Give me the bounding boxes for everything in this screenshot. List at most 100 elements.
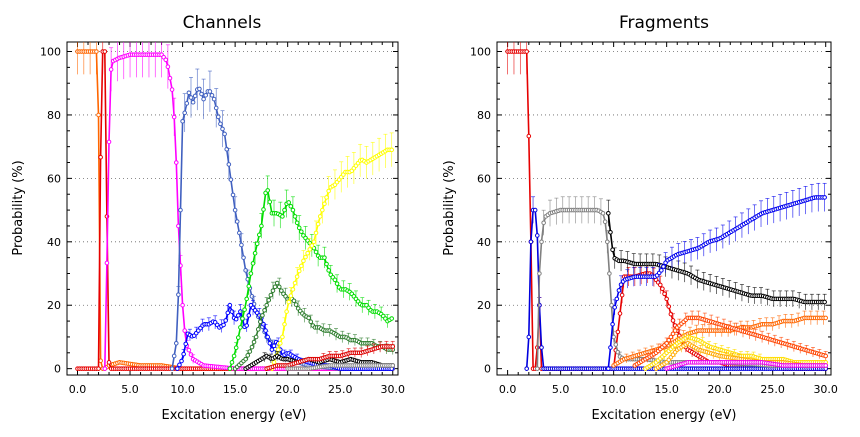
data-point-green: [282, 207, 287, 213]
data-point-gray: [539, 239, 544, 245]
data-point-black: [610, 247, 615, 253]
data-point-yellow: [284, 309, 289, 314]
data-point-blue-steel: [237, 230, 242, 236]
data-point-blue-steel: [213, 105, 219, 111]
data-point-blue: [221, 322, 226, 328]
data-point-blue-steel: [239, 242, 244, 248]
x-tick-label: 15.0: [223, 383, 248, 396]
data-point-green: [244, 296, 249, 302]
data-point-blue: [223, 318, 228, 323]
data-point-blue: [618, 282, 624, 287]
data-point-dark-green: [247, 349, 253, 354]
data-point-red-early: [96, 366, 101, 371]
data-point-green: [261, 207, 266, 212]
data-point-dark-green: [266, 297, 272, 303]
series-line-yellow: [271, 149, 392, 369]
data-point-gray: [541, 220, 546, 226]
data-point-blue: [614, 296, 620, 302]
data-point-red: [615, 329, 621, 335]
data-point-yellow: [303, 254, 308, 260]
data-point-blue: [265, 334, 271, 340]
data-point-green: [246, 283, 252, 289]
data-point-yellow: [307, 247, 313, 252]
data-point-green: [294, 220, 300, 226]
data-point-yellow: [294, 274, 300, 279]
data-point-blue-steel: [186, 90, 192, 96]
data-point-blue-steel: [232, 207, 238, 213]
data-point-yellow: [290, 287, 296, 292]
data-point-magenta: [104, 260, 110, 266]
data-point-yellow: [296, 268, 302, 274]
data-point-blue: [183, 341, 189, 347]
data-point-gray: [613, 342, 619, 347]
data-point-yellow: [324, 195, 329, 200]
data-point-blue: [227, 302, 233, 308]
data-point-orange-dark: [666, 337, 672, 343]
data-point-gray: [600, 210, 606, 216]
data-point-red: [664, 296, 669, 302]
x-tick-label: 5.0: [121, 383, 139, 396]
data-point-blue-steel: [188, 95, 194, 100]
data-point-blue-steel: [176, 292, 181, 297]
data-point-green: [265, 188, 271, 193]
data-point-magenta: [180, 302, 185, 308]
data-point-orange-dark: [670, 331, 676, 337]
data-point-blue-steel: [199, 91, 204, 97]
data-point-black: [608, 229, 613, 235]
data-point-yellow: [280, 334, 285, 340]
data-point-red: [660, 286, 665, 292]
chart-title: Channels: [183, 13, 262, 33]
data-point-green: [326, 268, 331, 273]
data-point-orange: [96, 112, 101, 118]
x-tick-label: 0.0: [499, 383, 517, 396]
data-point-magenta: [182, 328, 187, 333]
data-point-green: [334, 281, 340, 286]
data-point-black: [822, 299, 827, 305]
data-point-blue-steel: [173, 340, 179, 346]
channels-panel: Channels Excitation energy (eV) Probabil…: [11, 13, 405, 423]
data-point-magenta: [823, 363, 828, 368]
chart-title: Fragments: [619, 13, 709, 33]
data-point-magenta: [108, 67, 114, 72]
data-point-blue-steel: [169, 366, 175, 371]
series-group: [505, 42, 828, 371]
data-point-green: [227, 366, 233, 371]
data-point-green: [292, 214, 298, 219]
data-point-yellow: [288, 293, 294, 299]
data-point-magenta: [186, 347, 192, 353]
data-point-blue: [235, 313, 241, 318]
data-point-gray: [390, 363, 396, 368]
y-tick-label: 20: [47, 299, 61, 312]
data-point-gray: [604, 239, 610, 245]
data-point-magenta: [171, 114, 177, 120]
fragments-panel: Fragments Excitation energy (eV) Probabi…: [442, 13, 838, 423]
plot-frame: [66, 41, 399, 376]
data-point-orange-dark: [664, 340, 669, 346]
data-point-yellow: [282, 321, 287, 327]
x-axis-label: Excitation energy (eV): [592, 408, 737, 423]
data-point-blue: [659, 268, 664, 273]
x-tick-label: 10.0: [601, 383, 626, 396]
data-point-blue: [608, 345, 613, 350]
data-point-orange-dark: [823, 353, 828, 359]
data-point-blue-steel: [201, 96, 206, 102]
data-point-blue-early: [532, 207, 538, 213]
data-point-dark-green: [255, 327, 261, 332]
data-point-green: [324, 261, 329, 267]
data-point-dark-green: [279, 288, 284, 293]
x-tick-label: 25.0: [328, 383, 353, 396]
data-point-orange: [94, 49, 99, 54]
x-tick-label: 20.0: [707, 383, 732, 396]
data-point-dark-green: [276, 284, 282, 290]
data-point-yellow: [313, 230, 319, 236]
data-point-blue-steel: [207, 89, 213, 94]
data-point-green: [313, 249, 319, 255]
data-point-yellow: [317, 214, 323, 219]
data-point-blue-steel: [226, 162, 232, 167]
data-point-green: [235, 335, 241, 340]
y-tick-label: 100: [40, 46, 61, 59]
data-point-yellow: [292, 280, 298, 286]
y-tick-label: 80: [477, 109, 491, 122]
x-tick-label: 25.0: [760, 383, 785, 396]
data-point-orange: [823, 315, 828, 321]
